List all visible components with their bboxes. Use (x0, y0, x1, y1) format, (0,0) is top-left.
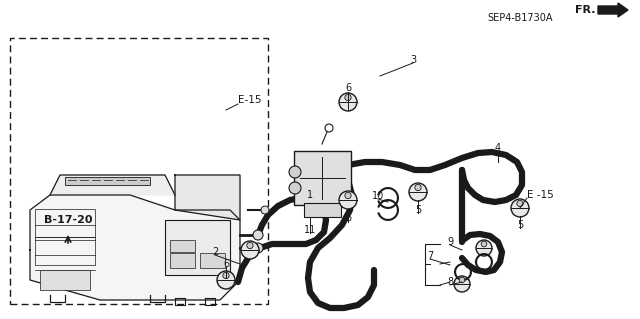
Circle shape (289, 166, 301, 178)
Circle shape (511, 199, 529, 217)
Bar (40, 270, 90, 290)
Circle shape (247, 242, 253, 249)
Circle shape (345, 94, 351, 101)
Circle shape (476, 240, 492, 256)
Text: 10: 10 (372, 191, 384, 201)
Circle shape (481, 241, 487, 247)
Bar (10, 38, 268, 304)
Text: E -15: E -15 (527, 190, 554, 200)
Bar (35, 209, 95, 237)
Circle shape (261, 206, 269, 214)
Bar (200, 253, 225, 268)
FancyArrow shape (598, 3, 628, 17)
Text: SEP4-B1730A: SEP4-B1730A (487, 13, 553, 23)
Circle shape (253, 243, 263, 253)
Bar (65, 177, 150, 185)
Circle shape (415, 184, 421, 191)
Text: 6: 6 (345, 83, 351, 93)
FancyBboxPatch shape (304, 203, 341, 217)
Text: 6: 6 (345, 213, 351, 223)
Circle shape (339, 191, 357, 209)
Circle shape (241, 241, 259, 259)
Text: 1: 1 (307, 190, 313, 200)
Text: 5: 5 (415, 205, 421, 215)
Text: FR.: FR. (575, 5, 596, 15)
Text: 4: 4 (495, 143, 501, 153)
Circle shape (223, 272, 229, 279)
Polygon shape (30, 195, 240, 300)
Bar (170, 253, 195, 268)
Circle shape (217, 271, 235, 289)
Circle shape (289, 182, 301, 194)
Polygon shape (50, 175, 175, 195)
Bar (35, 237, 95, 265)
Bar (170, 240, 195, 252)
Text: 3: 3 (410, 55, 416, 65)
Circle shape (345, 192, 351, 199)
Text: 2: 2 (212, 247, 218, 257)
Text: B-17-20: B-17-20 (44, 215, 92, 225)
Text: 6: 6 (223, 259, 229, 269)
Text: 9: 9 (447, 237, 453, 247)
FancyBboxPatch shape (294, 151, 351, 205)
Text: 5: 5 (517, 220, 523, 230)
Text: 11: 11 (304, 225, 316, 235)
Circle shape (409, 183, 427, 201)
Polygon shape (175, 175, 240, 220)
Text: 8: 8 (447, 277, 453, 287)
Bar (165, 220, 230, 275)
Text: 7: 7 (427, 251, 433, 261)
Circle shape (339, 93, 357, 111)
Circle shape (253, 230, 263, 240)
Circle shape (460, 277, 465, 283)
Text: E-15: E-15 (238, 95, 262, 105)
Circle shape (454, 276, 470, 292)
Circle shape (517, 200, 523, 207)
